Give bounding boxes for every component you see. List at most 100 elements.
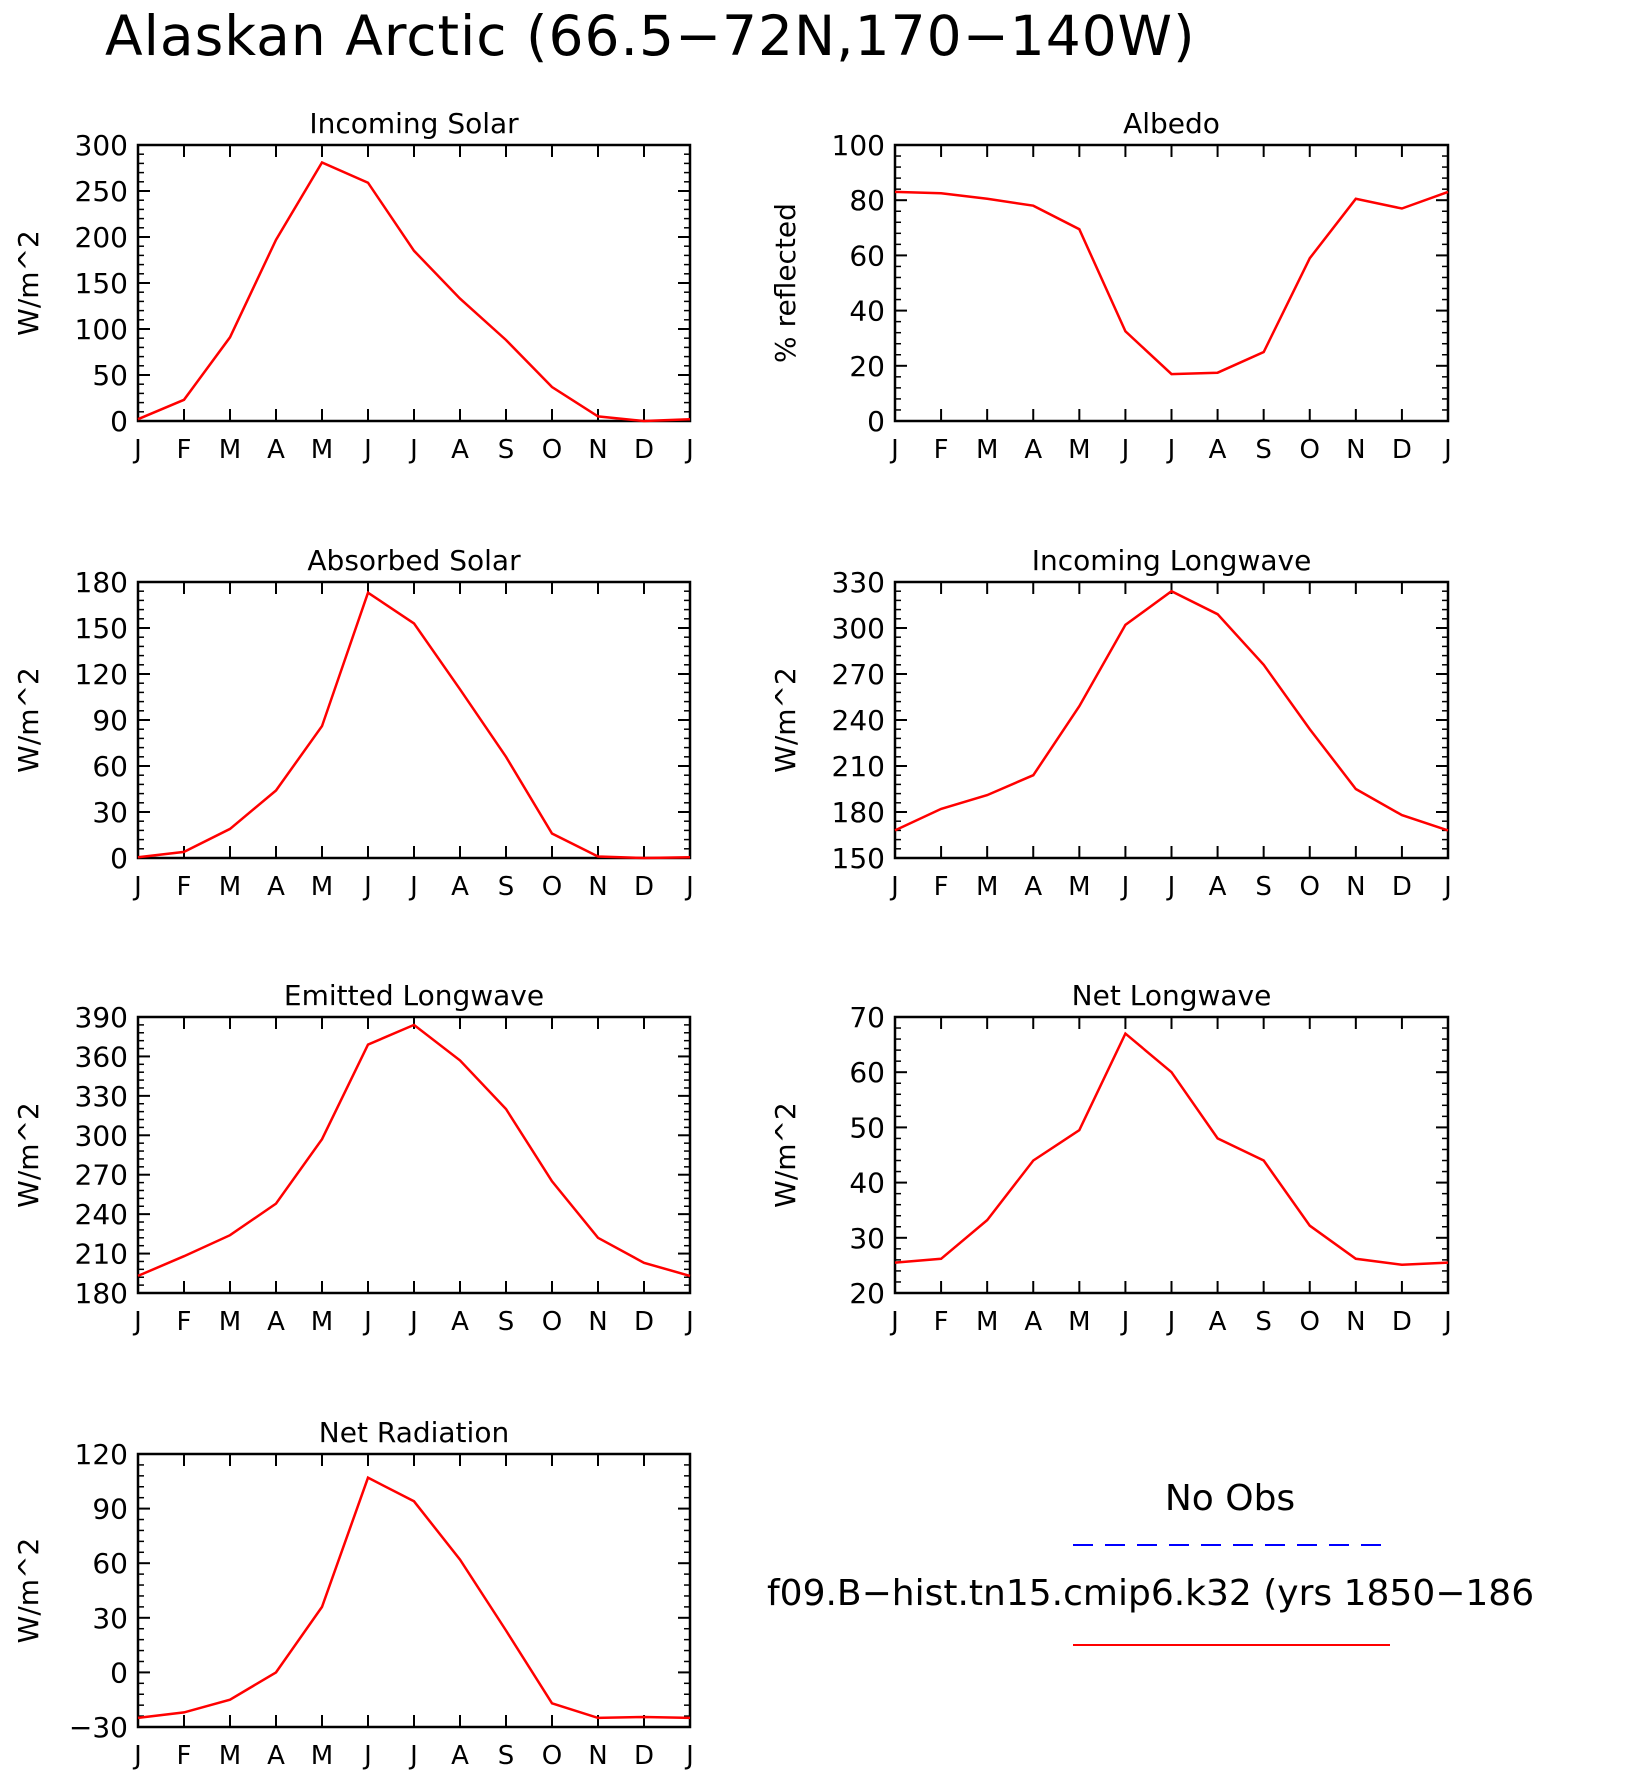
figure-title: Alaskan Arctic (66.5−72N,170−140W) (105, 4, 1196, 68)
panel-1: J F M A M J J A S O N D J050100150200250300Incoming … (12, 107, 694, 465)
x-tick-label: M (1068, 435, 1090, 465)
y-tick-label: 60 (92, 750, 128, 783)
x-tick-label: M (219, 872, 241, 902)
x-tick-label: J (684, 435, 694, 465)
panel-title: Net Longwave (1072, 979, 1272, 1012)
plot-frame (136, 1452, 692, 1729)
panel-title: Incoming Longwave (1032, 544, 1312, 577)
x-tick-label: D (634, 872, 654, 902)
x-tick-label: M (1068, 1307, 1090, 1337)
y-tick-label: 60 (92, 1547, 128, 1580)
x-tick-label: J (132, 435, 142, 465)
series-line (894, 589, 1449, 832)
x-tick-label: O (542, 1307, 562, 1337)
y-axis-label: % reflected (769, 203, 802, 363)
y-tick-label: 120 (75, 658, 128, 691)
x-tick-label: O (542, 435, 562, 465)
y-tick-label: 100 (832, 129, 885, 162)
x-tick-label: J (408, 1307, 418, 1337)
x-tick-label: J (684, 1307, 694, 1337)
x-tick-label: A (1209, 435, 1227, 465)
x-tick-label: M (311, 435, 333, 465)
x-tick-label: S (1255, 872, 1272, 902)
y-tick-label: 40 (849, 1167, 885, 1200)
y-tick-label: 150 (75, 612, 128, 645)
plot-frame (136, 1015, 692, 1295)
panel-5: J F M A M J J A S O N D J180210240270300330360390Emi… (12, 979, 694, 1337)
x-tick-label: J (1442, 435, 1452, 465)
x-tick-label: J (408, 872, 418, 902)
y-tick-label: 390 (75, 1001, 128, 1034)
x-tick-label: J (362, 435, 372, 465)
x-tick-label: S (1255, 1307, 1272, 1337)
x-tick-label: M (311, 1307, 333, 1337)
x-tick-label: J (684, 872, 694, 902)
x-tick-label: O (542, 872, 562, 902)
y-tick-label: 150 (832, 842, 885, 875)
series-line (137, 1023, 691, 1278)
x-tick-label: J (1166, 1307, 1176, 1337)
x-tick-label: A (1024, 872, 1042, 902)
x-tick-label: J (889, 872, 899, 902)
x-tick-label: J (1120, 435, 1130, 465)
y-tick-label: 180 (832, 796, 885, 829)
panels: J F M A M J J A S O N D J050100150200250300Incoming … (12, 107, 1452, 1771)
y-tick-label: 90 (92, 704, 128, 737)
series-line (137, 160, 691, 423)
x-tick-label: A (451, 435, 469, 465)
x-tick-label: N (1346, 872, 1365, 902)
y-tick-label: 210 (832, 750, 885, 783)
y-tick-label: 200 (75, 221, 128, 254)
x-tick-label: N (588, 1741, 607, 1771)
y-tick-label: 180 (75, 1277, 128, 1310)
x-tick-label: J (684, 1741, 694, 1771)
y-axis-label: W/m^2 (769, 667, 802, 773)
y-tick-label: 240 (75, 1198, 128, 1231)
y-tick-label: 70 (849, 1001, 885, 1034)
x-tick-label: A (267, 435, 285, 465)
series-line (137, 1475, 691, 1720)
x-tick-label: N (1346, 1307, 1365, 1337)
y-tick-label: 300 (75, 129, 128, 162)
x-tick-label: N (1346, 435, 1365, 465)
x-tick-label: F (177, 1741, 192, 1771)
y-tick-label: 50 (849, 1111, 885, 1144)
x-tick-label: A (451, 1307, 469, 1337)
y-tick-label: 20 (849, 350, 885, 383)
y-tick-label: 180 (75, 566, 128, 599)
x-tick-label: S (498, 872, 515, 902)
x-tick-label: A (451, 872, 469, 902)
x-tick-label: F (177, 1307, 192, 1337)
x-tick-label: N (588, 1307, 607, 1337)
series-line (137, 590, 691, 860)
x-tick-label: M (219, 1307, 241, 1337)
panel-title: Absorbed Solar (307, 544, 521, 577)
x-tick-label: S (498, 1741, 515, 1771)
x-tick-label: M (976, 872, 998, 902)
x-tick-label: J (1166, 435, 1176, 465)
y-tick-label: 80 (849, 184, 885, 217)
plot-frame (893, 143, 1450, 423)
legend-model-label: f09.B−hist.tn15.cmip6.k32 (yrs 1850−186 (767, 1573, 1534, 1614)
y-tick-label: −30 (69, 1711, 128, 1744)
x-tick-label: J (889, 435, 899, 465)
x-tick-label: M (219, 435, 241, 465)
x-tick-label: F (177, 435, 192, 465)
x-tick-label: D (1392, 435, 1412, 465)
y-tick-label: 300 (75, 1119, 128, 1152)
panel-title: Albedo (1123, 107, 1220, 140)
legend-obs-label: No Obs (1165, 1478, 1295, 1519)
y-tick-label: 120 (75, 1438, 128, 1471)
y-axis-label: W/m^2 (12, 230, 45, 336)
y-tick-label: 30 (92, 796, 128, 829)
plot-frame (893, 1015, 1450, 1295)
x-tick-label: D (634, 1307, 654, 1337)
x-tick-label: M (311, 872, 333, 902)
x-tick-label: J (408, 435, 418, 465)
x-tick-label: A (451, 1741, 469, 1771)
x-tick-label: D (1392, 1307, 1412, 1337)
